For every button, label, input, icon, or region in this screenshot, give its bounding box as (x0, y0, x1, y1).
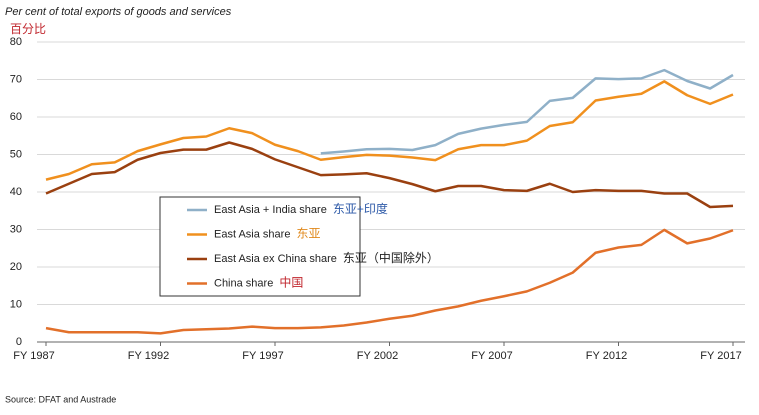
x-tick-label: FY 2007 (471, 350, 512, 362)
y-tick-label: 0 (16, 336, 22, 348)
y-tick-label: 30 (10, 223, 22, 235)
y-tick-label: 10 (10, 298, 22, 310)
legend-label: East Asia share (214, 228, 290, 240)
legend-note: 东亚（中国除外） (343, 250, 439, 265)
chart-title: Per cent of total exports of goods and s… (5, 6, 232, 18)
y-tick-label: 70 (10, 73, 22, 85)
x-tick-label: FY 2012 (586, 350, 627, 362)
x-tick-label: FY 1987 (13, 350, 54, 362)
series-line (45, 80, 734, 181)
source-note: Source: DFAT and Austrade (5, 394, 116, 404)
x-tick-label: FY 2017 (700, 350, 741, 362)
x-tick-label: FY 2002 (357, 350, 398, 362)
legend-note: 中国 (279, 275, 303, 290)
series-line (45, 141, 734, 209)
y-tick-label: 60 (10, 111, 22, 123)
legend-note: 东亚+印度 (333, 201, 388, 216)
series-line (45, 228, 734, 335)
series-line (320, 68, 734, 155)
x-tick-label: FY 1997 (242, 350, 283, 362)
x-tick-label: FY 1992 (128, 350, 169, 362)
chart-subtitle: 百分比 (10, 22, 46, 36)
legend-label: East Asia + India share (214, 204, 327, 216)
legend-label: East Asia ex China share (214, 253, 337, 265)
y-tick-label: 20 (10, 261, 22, 273)
y-tick-label: 40 (10, 186, 22, 198)
legend-note: 东亚 (296, 227, 320, 241)
y-tick-label: 50 (10, 148, 22, 160)
legend-label: China share (214, 277, 273, 289)
legend-box (159, 196, 361, 297)
y-tick-label: 80 (10, 36, 22, 48)
